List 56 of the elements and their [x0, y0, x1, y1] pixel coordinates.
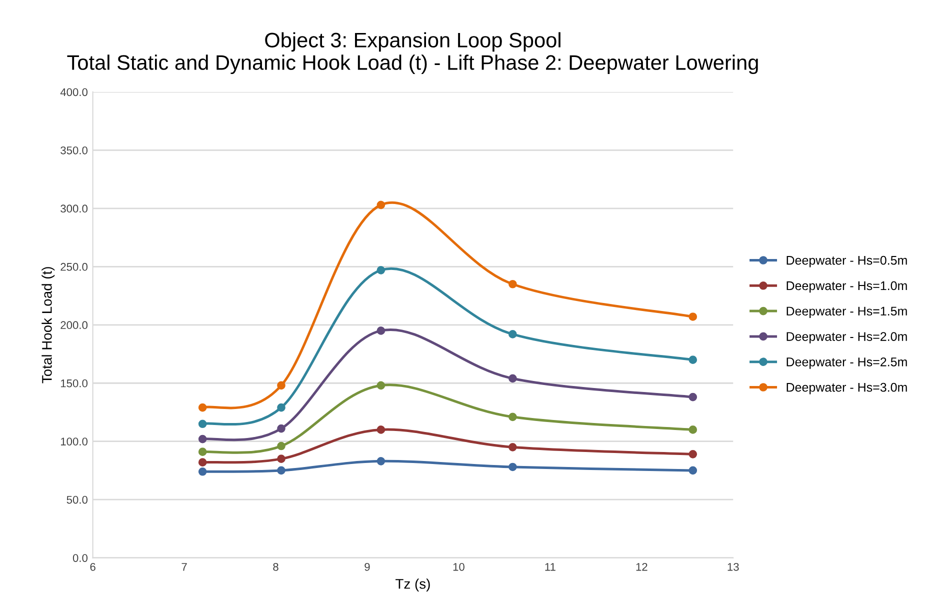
point — [198, 467, 207, 476]
point — [508, 412, 517, 422]
point — [688, 450, 698, 458]
point — [198, 434, 207, 444]
point — [508, 462, 517, 472]
x-tick-label: 9 — [364, 562, 370, 571]
legend-label: Deepwater - Hs=0.5m — [786, 256, 907, 268]
legend-label: Deepwater - Hs=2.5m — [786, 357, 907, 369]
y-tick-label: 150.0 — [60, 379, 88, 388]
point — [277, 466, 286, 475]
point — [277, 381, 286, 390]
y-tick-label: 50.0 — [66, 496, 88, 504]
point — [688, 466, 698, 475]
point — [277, 454, 286, 463]
point — [376, 426, 386, 434]
x-tick-label: 11 — [545, 563, 556, 571]
point — [198, 458, 207, 466]
point — [376, 266, 386, 274]
legend-label: Deepwater - Hs=2.0m — [786, 332, 907, 344]
point — [277, 403, 286, 412]
point — [198, 448, 207, 456]
legend-label: Deepwater - Hs=3.0m — [786, 382, 907, 394]
point — [508, 443, 517, 452]
y-tick-label: 250.0 — [60, 262, 88, 271]
y-tick-label: 0.0 — [72, 554, 88, 562]
y-tick-label: 400.0 — [60, 88, 88, 96]
point — [508, 374, 517, 383]
chart-title: Object 3: Expansion Loop Spool Total Static and Dynamic Hook Load (t) - Lift Phase 2: Deepwater Lowering — [67, 32, 758, 74]
point — [376, 381, 386, 390]
point — [277, 442, 286, 450]
y-tick-label: 350.0 — [60, 146, 88, 154]
point — [376, 326, 386, 335]
x-tick-label: 12 — [636, 562, 648, 571]
point — [376, 200, 386, 210]
x-tick-label: 8 — [273, 562, 278, 571]
point — [688, 312, 698, 321]
legend-label: Deepwater - Hs=1.0m — [786, 281, 907, 293]
point — [508, 280, 517, 288]
y-tick-label: 100.0 — [60, 438, 88, 446]
x-tick-label: 13 — [728, 562, 739, 571]
point — [198, 420, 207, 428]
y-tick-label: 200.0 — [60, 321, 88, 330]
point — [688, 392, 698, 402]
legend-label: Deepwater - Hs=1.5m — [786, 306, 907, 318]
x-tick-label: 7 — [182, 563, 187, 571]
x-axis-title: Tz (s) — [396, 578, 430, 592]
point — [688, 426, 698, 434]
y-axis-title: Total Hook Load (t) — [42, 267, 55, 384]
x-tick-label: 10 — [453, 562, 464, 571]
y-tick-label: 300.0 — [60, 204, 88, 213]
point — [198, 403, 207, 412]
x-tick-label: 6 — [90, 562, 96, 571]
point — [688, 356, 698, 364]
point — [508, 330, 517, 338]
point — [376, 456, 386, 466]
point — [277, 424, 286, 433]
